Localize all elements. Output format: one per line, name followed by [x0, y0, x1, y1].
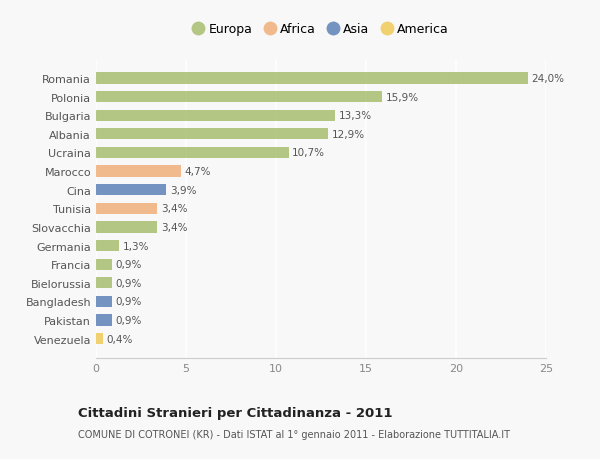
Bar: [96, 259, 112, 270]
Text: 12,9%: 12,9%: [332, 129, 365, 140]
Text: 24,0%: 24,0%: [532, 74, 565, 84]
Text: 0,9%: 0,9%: [116, 315, 142, 325]
Text: 1,3%: 1,3%: [123, 241, 149, 251]
Text: Cittadini Stranieri per Cittadinanza - 2011: Cittadini Stranieri per Cittadinanza - 2…: [78, 406, 392, 419]
Bar: [96, 222, 157, 233]
Bar: [96, 147, 289, 159]
Text: 13,3%: 13,3%: [339, 111, 372, 121]
Text: 10,7%: 10,7%: [292, 148, 325, 158]
Text: 0,9%: 0,9%: [116, 297, 142, 307]
Bar: [96, 315, 112, 326]
Text: 3,4%: 3,4%: [161, 223, 187, 232]
Bar: [96, 185, 166, 196]
Bar: [96, 73, 528, 84]
Bar: [96, 203, 157, 214]
Legend: Europa, Africa, Asia, America: Europa, Africa, Asia, America: [188, 18, 454, 41]
Text: 3,9%: 3,9%: [170, 185, 196, 195]
Text: 0,4%: 0,4%: [107, 334, 133, 344]
Text: 0,9%: 0,9%: [116, 278, 142, 288]
Bar: [96, 333, 103, 344]
Text: 3,4%: 3,4%: [161, 204, 187, 214]
Bar: [96, 166, 181, 177]
Bar: [96, 129, 328, 140]
Bar: [96, 278, 112, 289]
Text: 0,9%: 0,9%: [116, 260, 142, 269]
Text: 15,9%: 15,9%: [386, 92, 419, 102]
Text: COMUNE DI COTRONEI (KR) - Dati ISTAT al 1° gennaio 2011 - Elaborazione TUTTITALI: COMUNE DI COTRONEI (KR) - Dati ISTAT al …: [78, 429, 510, 439]
Bar: [96, 241, 119, 252]
Bar: [96, 296, 112, 308]
Bar: [96, 92, 382, 103]
Text: 4,7%: 4,7%: [184, 167, 211, 177]
Bar: [96, 110, 335, 122]
